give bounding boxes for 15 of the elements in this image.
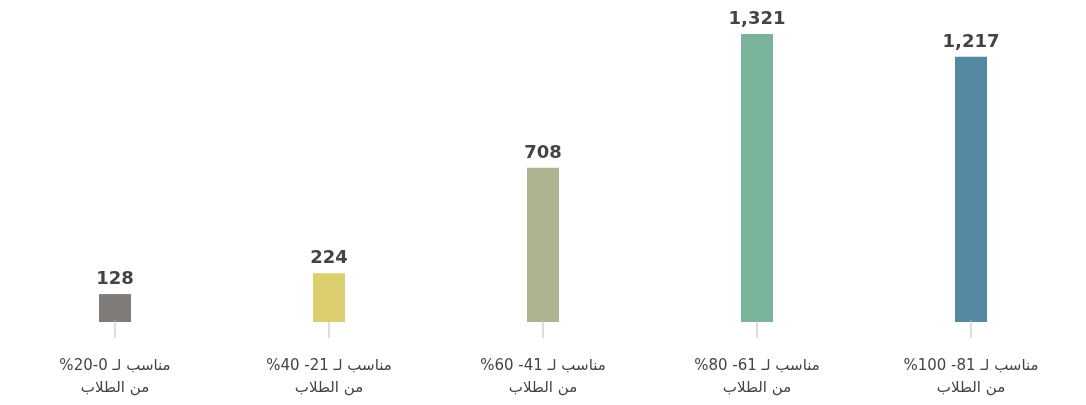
x-tick-label: مناسب لـ 0-20% من الطلاب: [59, 356, 171, 396]
data-label: 1,217: [942, 29, 1000, 51]
x-tick-label: مناسب لـ 21- 40% من الطلاب: [266, 356, 392, 396]
bar: [527, 167, 559, 322]
bar: [313, 273, 345, 322]
x-tick-label: مناسب لـ 81- 100% من الطلاب: [903, 356, 1039, 396]
data-label: 708: [524, 140, 562, 162]
x-tick-label: مناسب لـ 61- 80% من الطلاب: [694, 356, 820, 396]
data-label: 128: [96, 267, 134, 289]
data-label: 224: [310, 246, 348, 268]
data-label: 1,321: [728, 7, 786, 28]
bar: [955, 56, 987, 322]
bar: [741, 34, 773, 322]
x-tick-label: مناسب لـ 41- 60% من الطلاب: [480, 356, 606, 396]
bar: [99, 294, 131, 322]
